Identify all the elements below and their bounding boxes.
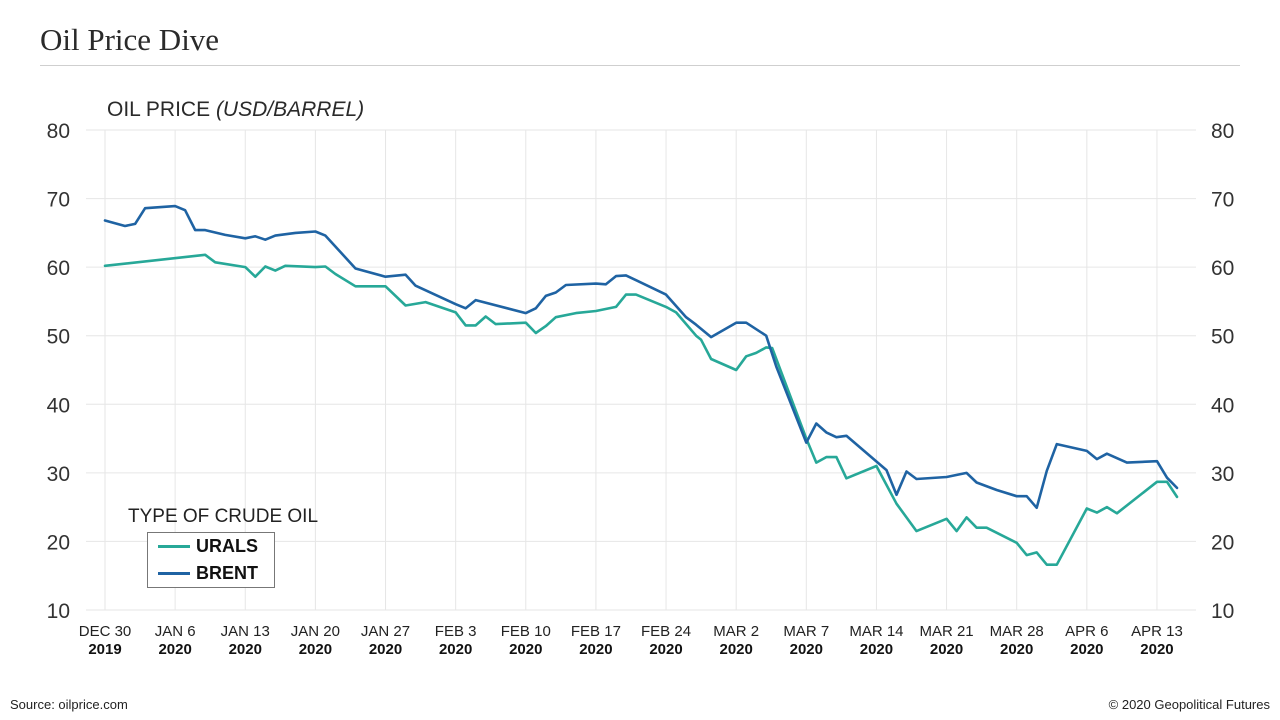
y-axis-title: OIL PRICE (USD/BARREL) — [107, 98, 364, 122]
x-tick-label: FEB 24 — [641, 623, 691, 640]
legend-label-urals: URALS — [196, 536, 258, 556]
copyright-note: © 2020 Geopolitical Futures — [1108, 697, 1270, 712]
y-axis-label: OIL PRICE — [107, 98, 211, 121]
x-tick-year: 2020 — [649, 641, 682, 658]
x-tick-year: 2020 — [229, 641, 262, 658]
y-tick-label-left: 20 — [47, 531, 70, 554]
x-tick-label: FEB 10 — [501, 623, 551, 640]
y-tick-label-left: 80 — [47, 120, 70, 143]
x-tick-year: 2019 — [88, 641, 121, 658]
x-tick-label: FEB 3 — [435, 623, 477, 640]
x-tick-year: 2020 — [509, 641, 542, 658]
y-tick-label-left: 30 — [47, 463, 70, 486]
x-tick-label: MAR 14 — [849, 623, 903, 640]
y-tick-label-right: 30 — [1211, 463, 1234, 486]
series-line-urals — [103, 253, 1179, 567]
x-tick-year: 2020 — [369, 641, 402, 658]
x-tick-label: MAR 7 — [783, 623, 829, 640]
x-tick-label: JAN 6 — [155, 623, 196, 640]
legend-item-urals: URALS — [158, 536, 274, 557]
legend-label-brent: BRENT — [196, 563, 258, 583]
x-tick-label: MAR 28 — [990, 623, 1044, 640]
legend-item-brent: BRENT — [158, 563, 274, 584]
x-tick-label: DEC 30 — [79, 623, 132, 640]
y-tick-label-left: 40 — [47, 394, 70, 417]
chart-title: Oil Price Dive — [40, 22, 220, 57]
legend-title: TYPE OF CRUDE OIL — [128, 506, 319, 527]
y-tick-label-right: 40 — [1211, 394, 1234, 417]
x-tick-label: FEB 17 — [571, 623, 621, 640]
x-tick-label: MAR 2 — [713, 623, 759, 640]
x-tick-year: 2020 — [930, 641, 963, 658]
y-tick-label-left: 60 — [47, 257, 70, 280]
series-line-brent — [103, 204, 1179, 510]
y-tick-label-left: 10 — [47, 600, 70, 623]
x-tick-year: 2020 — [1000, 641, 1033, 658]
y-axis-unit: (USD/BARREL) — [215, 98, 365, 121]
source-note: Source: oilprice.com — [10, 697, 128, 712]
x-tick-year: 2020 — [1070, 641, 1103, 658]
x-tick-year: 2020 — [1140, 641, 1173, 658]
x-tick-year: 2020 — [158, 641, 191, 658]
legend-swatch-brent — [158, 572, 190, 575]
y-tick-label-right: 80 — [1211, 120, 1234, 143]
x-tick-label: JAN 20 — [291, 623, 340, 640]
legend-swatch-urals — [158, 545, 190, 548]
y-tick-label-left: 70 — [47, 189, 70, 212]
y-tick-label-right: 10 — [1211, 600, 1234, 623]
x-tick-year: 2020 — [860, 641, 893, 658]
x-tick-year: 2020 — [790, 641, 823, 658]
y-tick-label-right: 60 — [1211, 257, 1234, 280]
legend-box: URALS BRENT — [147, 532, 275, 588]
x-tick-label: APR 13 — [1131, 623, 1183, 640]
x-tick-label: APR 6 — [1065, 623, 1108, 640]
legend: TYPE OF CRUDE OIL URALS BRENT — [128, 506, 318, 588]
x-tick-year: 2020 — [299, 641, 332, 658]
y-tick-label-right: 70 — [1211, 189, 1234, 212]
x-tick-label: MAR 21 — [919, 623, 973, 640]
x-tick-label: JAN 13 — [221, 623, 270, 640]
x-tick-year: 2020 — [439, 641, 472, 658]
x-tick-year: 2020 — [719, 641, 752, 658]
x-tick-year: 2020 — [579, 641, 612, 658]
y-tick-label-right: 20 — [1211, 531, 1234, 554]
y-tick-label-right: 50 — [1211, 326, 1234, 349]
x-tick-label: JAN 27 — [361, 623, 410, 640]
y-tick-label-left: 50 — [47, 326, 70, 349]
title-divider — [40, 65, 1240, 66]
